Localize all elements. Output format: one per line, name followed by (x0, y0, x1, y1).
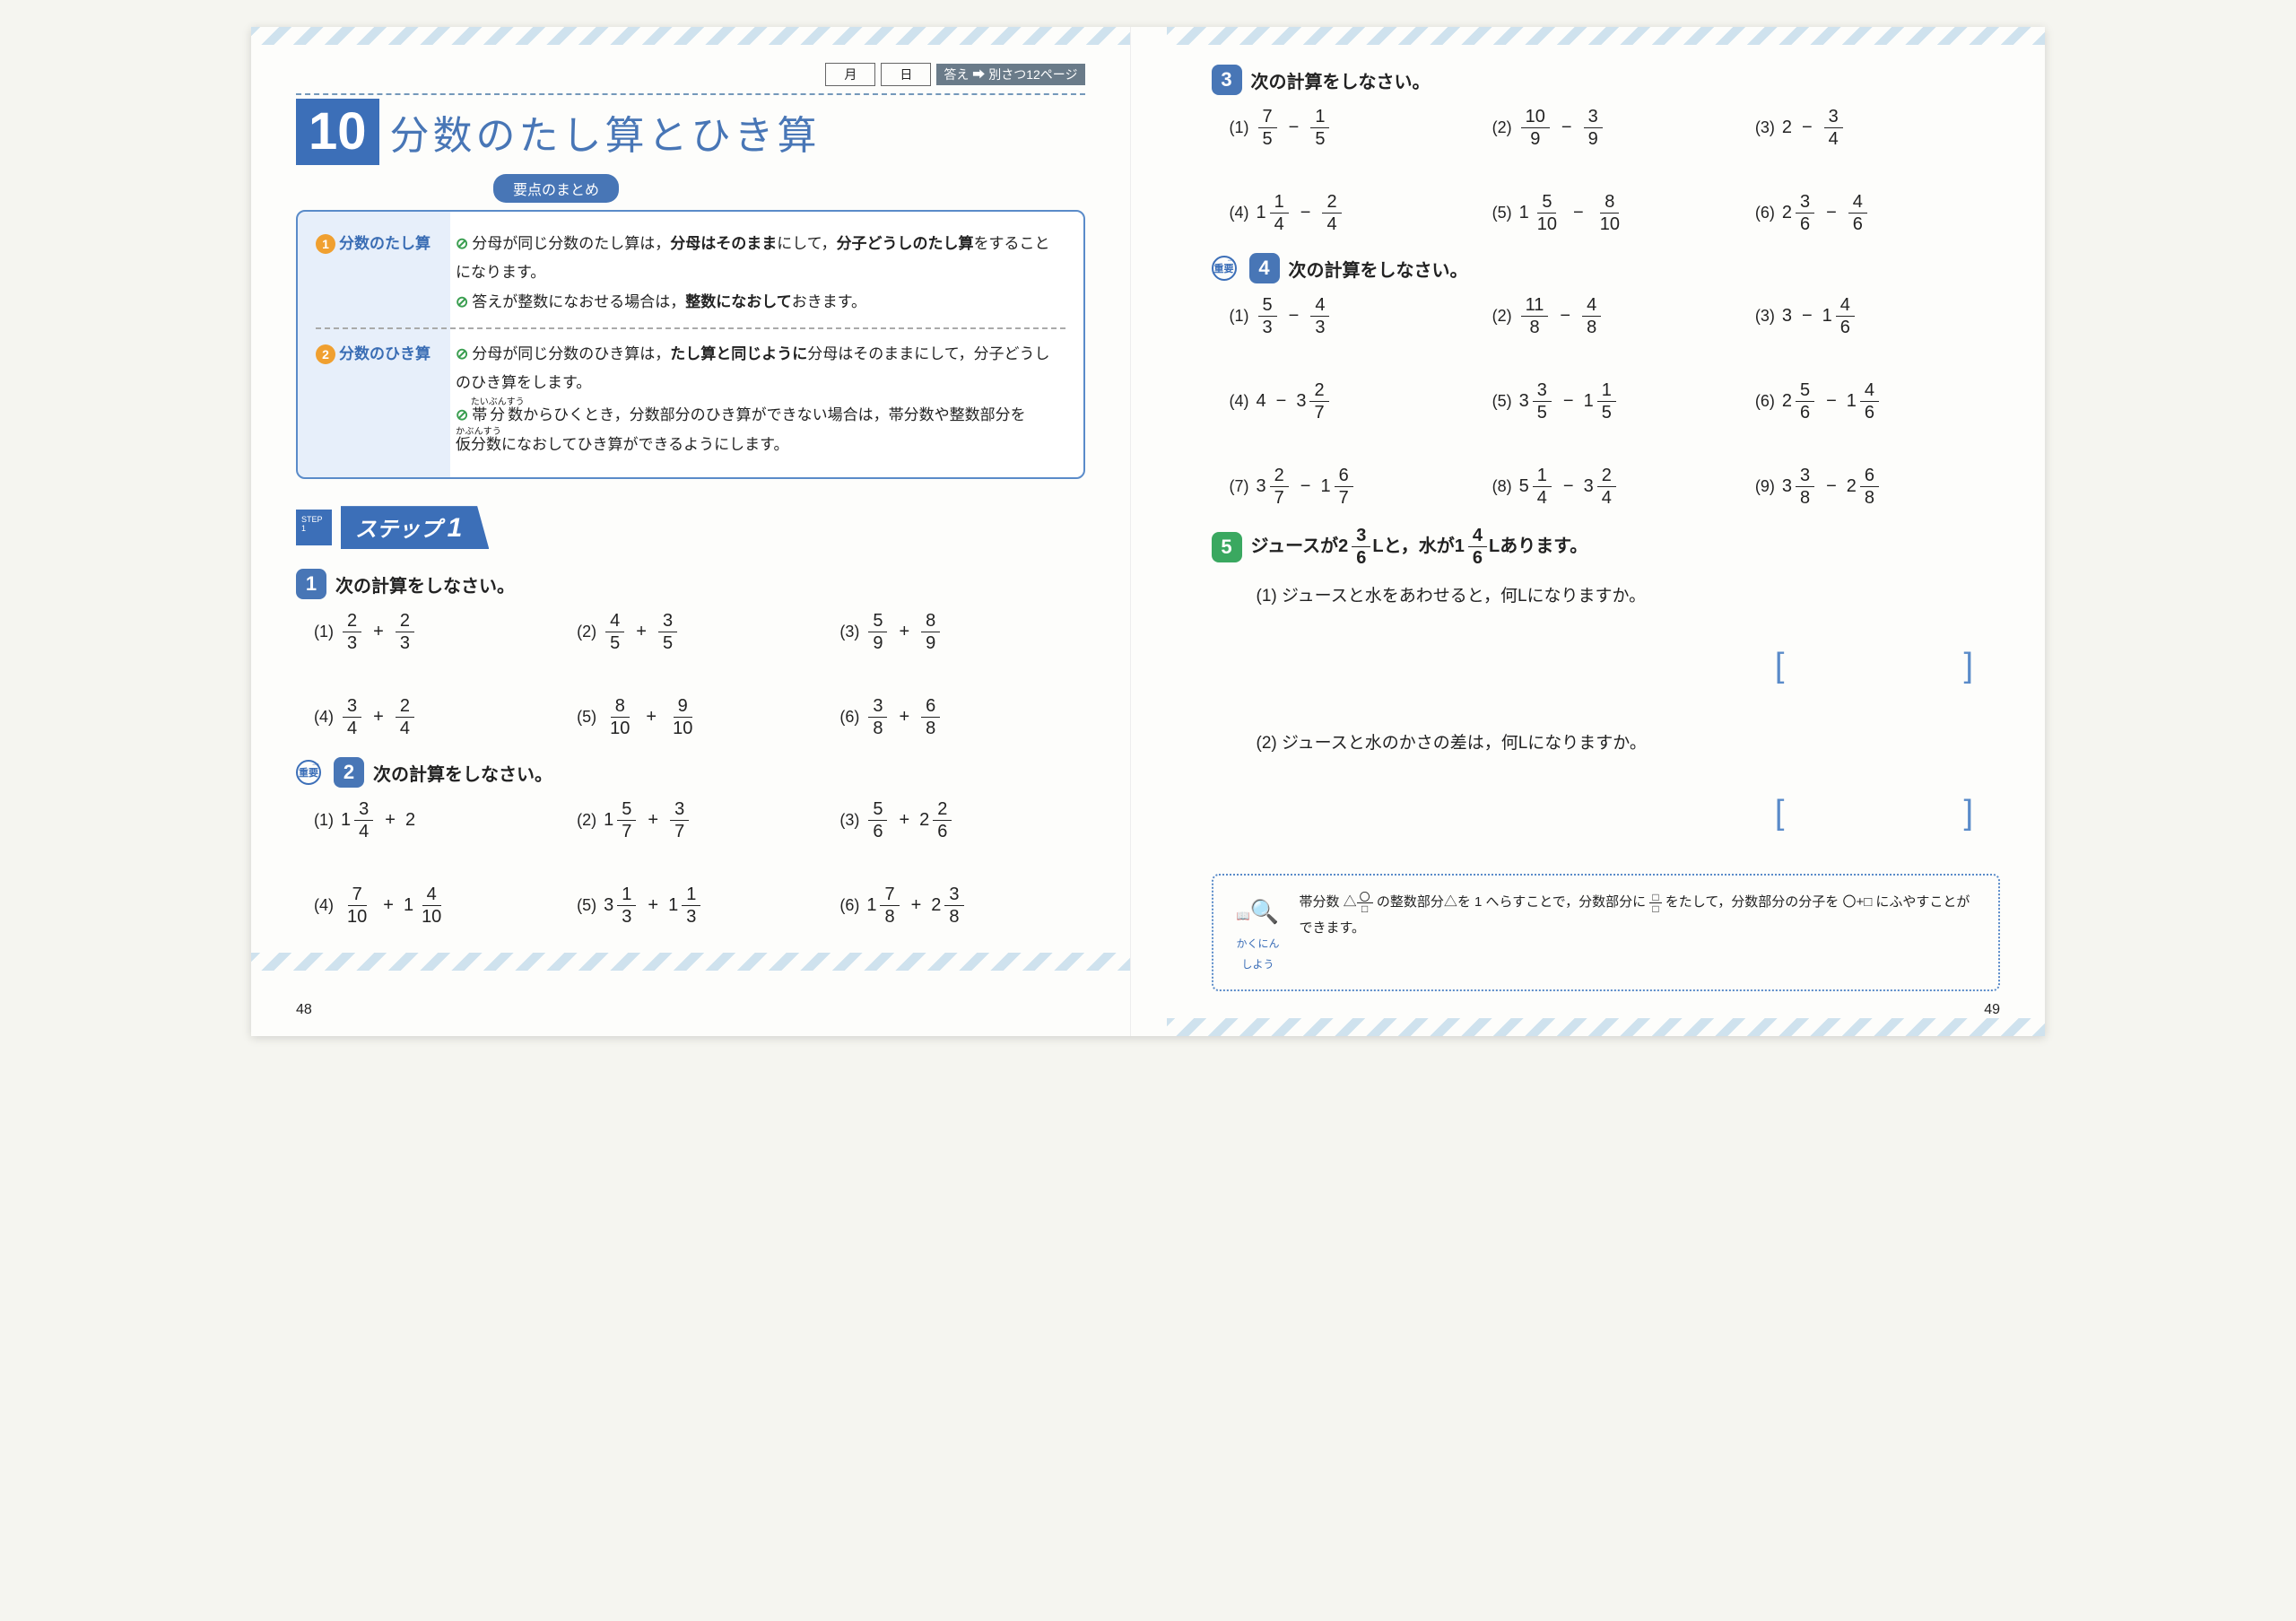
chapter-number-badge: 10 (296, 99, 379, 165)
problem-item: (5) 335−115 (1492, 381, 1737, 422)
day-box: 日 (881, 63, 931, 86)
problem-item: (5) 313+113 (577, 885, 822, 926)
problem-item: (6) 236−46 (1755, 193, 2000, 233)
q1-grid: (1) 23+23 (2) 45+35 (3) 59+89 (4) 34+24 (5) … (296, 612, 1085, 737)
problem-item: (1) 75−15 (1230, 108, 1474, 148)
problem-item: (4) 4−327 (1230, 381, 1474, 422)
problem-item: (9) 338−268 (1755, 466, 2000, 507)
page-48: 月 日 答え ➡ 別さつ12ページ 10 分数のたし算とひき算 要点のまとめ 1… (251, 27, 1131, 1036)
step-flag-icon (296, 510, 332, 545)
problem-item: (4) 114−24 (1230, 193, 1474, 233)
problem-item: (3) 59+89 (839, 612, 1084, 652)
summary-box: 1分数のたし算分母が同じ分数のたし算は，分母はそのままにして，分子どうしのたし算… (296, 210, 1085, 479)
problem-item: (6) 256−146 (1755, 381, 2000, 422)
month-box: 月 (825, 63, 875, 86)
summary-label: 要点のまとめ (493, 174, 619, 203)
decor-stripe-bottom (251, 953, 1130, 971)
page-49: 3次の計算をしなさい。 (1) 75−15(2) 109−39(3) 2−34(… (1167, 27, 2046, 1036)
problem-item: (2) 157+37 (577, 800, 822, 841)
problem-item: (4) 710+1410 (314, 885, 559, 926)
chapter-title: 分数のたし算とひき算 (390, 103, 821, 161)
decor-stripe-top (1167, 27, 2046, 45)
q4-header: 重要4次の計算をしなさい。 (1212, 253, 2001, 283)
decor-stripe-top (251, 27, 1130, 45)
q5-header: 5ジュースが236Lと，水が146Lあります。 (1212, 527, 2001, 567)
kakunin-icon: 📖🔍 かくにん しよう (1231, 890, 1285, 975)
problem-item: (3) 56+226 (839, 800, 1084, 841)
answer-label: 答え ➡ 別さつ12ページ (936, 64, 1084, 85)
problem-item: (2) 118−48 (1492, 296, 1737, 336)
kakunin-text: 帯分数 △〇□ の整数部分△を 1 へらすことで，分数部分に □□ をたして，分… (1300, 890, 1981, 941)
problem-item: (3) 2−34 (1755, 108, 2000, 148)
juuyou-icon: 重要 (296, 760, 321, 785)
qnum-badge: 2 (334, 757, 364, 788)
problem-item: (5) 810+910 (577, 697, 822, 737)
decor-stripe-bottom (1167, 1018, 2046, 1036)
page-number-right: 49 (1984, 1002, 2000, 1018)
q4-grid: (1) 53−43 (2) 118−48 (3) 3−146 (4) 4−327 (5)… (1212, 296, 2001, 507)
step-banner: ステップ 1 (296, 506, 1085, 549)
page-spread: 月 日 答え ➡ 別さつ12ページ 10 分数のたし算とひき算 要点のまとめ 1… (251, 27, 2045, 1036)
page-number-left: 48 (296, 1002, 312, 1018)
problem-item: (1) 23+23 (314, 612, 559, 652)
step-label: ステップ 1 (341, 506, 489, 549)
q1-header: 1次の計算をしなさい。 (296, 569, 1085, 599)
problem-item: (6) 38+68 (839, 697, 1084, 737)
qnum-badge: 1 (296, 569, 326, 599)
juuyou-icon: 重要 (1212, 256, 1237, 281)
kakunin-box: 📖🔍 かくにん しよう 帯分数 △〇□ の整数部分△を 1 へらすことで，分数部… (1212, 874, 2001, 991)
q5-body: (1) ジュースと水をあわせると，何Lになりますか。[](2) ジュースと水のか… (1212, 580, 2001, 847)
header-bar: 月 日 答え ➡ 別さつ12ページ (296, 63, 1085, 86)
problem-item: (8) 514−324 (1492, 466, 1737, 507)
problem-item: (4) 34+24 (314, 697, 559, 737)
problem-item: (5) 1510−810 (1492, 193, 1737, 233)
qnum-badge: 4 (1249, 253, 1280, 283)
problem-item: (3) 3−146 (1755, 296, 2000, 336)
qnum-badge: 3 (1212, 65, 1242, 95)
problem-item: (1) 53−43 (1230, 296, 1474, 336)
problem-item: (2) 45+35 (577, 612, 822, 652)
problem-item: (7) 327−167 (1230, 466, 1474, 507)
chapter-title-row: 10 分数のたし算とひき算 (296, 93, 1085, 165)
problem-item: (2) 109−39 (1492, 108, 1737, 148)
qnum-badge: 5 (1212, 532, 1242, 562)
q2-header: 重要2次の計算をしなさい。 (296, 757, 1085, 788)
q2-grid: (1) 134+2 (2) 157+37 (3) 56+226 (4) 710+141… (296, 800, 1085, 926)
q3-header: 3次の計算をしなさい。 (1212, 65, 2001, 95)
problem-item: (6) 178+238 (839, 885, 1084, 926)
q3-grid: (1) 75−15 (2) 109−39 (3) 2−34 (4) 114−24 (5)… (1212, 108, 2001, 233)
problem-item: (1) 134+2 (314, 800, 559, 841)
